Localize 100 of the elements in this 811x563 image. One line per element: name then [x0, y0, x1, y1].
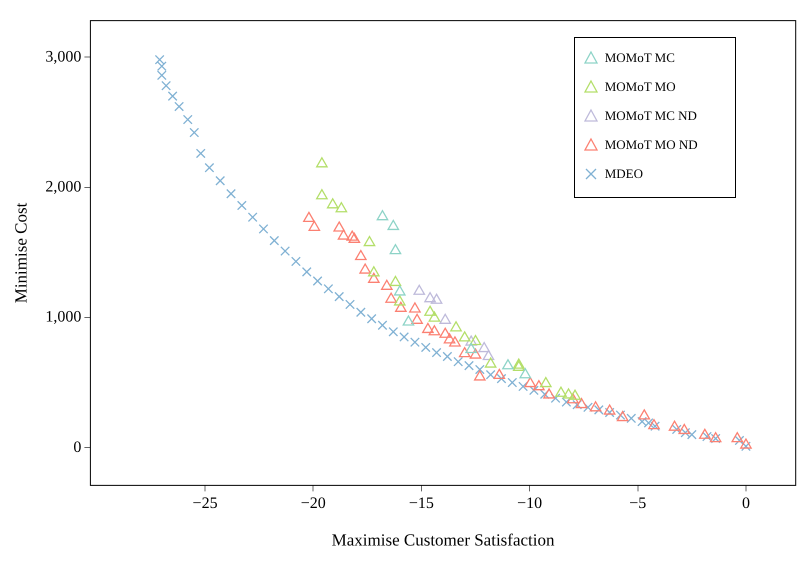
point [482, 350, 494, 360]
x-tick-label: −20 [300, 495, 326, 512]
point [236, 200, 247, 210]
point [741, 441, 751, 452]
point [550, 393, 560, 404]
point [394, 285, 406, 296]
point [543, 388, 555, 399]
point [493, 368, 506, 380]
point [368, 266, 380, 276]
point [637, 416, 647, 426]
point [569, 390, 581, 400]
point [555, 386, 567, 397]
point [334, 292, 344, 302]
point [512, 360, 525, 371]
point [430, 294, 442, 304]
point [420, 342, 431, 352]
point [312, 276, 322, 286]
x-tick-label: −25 [192, 495, 218, 512]
point [533, 380, 545, 390]
point [422, 322, 434, 334]
point [338, 229, 350, 240]
point [734, 436, 744, 446]
point [458, 331, 471, 342]
point [411, 314, 423, 324]
point [161, 80, 172, 91]
point [540, 376, 552, 388]
x-tick-label: −10 [517, 495, 542, 512]
point [368, 272, 380, 283]
point [380, 280, 393, 290]
x-axis-title: Maximise Customer Satisfaction [332, 530, 555, 550]
point [540, 389, 550, 400]
point [590, 401, 602, 412]
point [409, 302, 421, 313]
point [572, 400, 582, 410]
point [402, 315, 414, 326]
point [226, 188, 236, 199]
point [204, 162, 214, 173]
legend-label: MOMoT MC [604, 50, 676, 66]
point [698, 428, 711, 439]
point [507, 378, 518, 388]
point [444, 333, 456, 344]
point [474, 370, 486, 381]
point [470, 334, 482, 346]
point [478, 342, 490, 352]
point [189, 128, 200, 138]
point [215, 176, 226, 186]
point [449, 336, 461, 347]
point [378, 320, 388, 330]
point [387, 220, 400, 230]
point [333, 221, 346, 232]
point [518, 382, 528, 392]
point [366, 314, 377, 324]
point [316, 157, 328, 168]
point [424, 306, 436, 316]
point [376, 210, 388, 220]
point [453, 356, 464, 367]
point [248, 212, 258, 222]
point [174, 102, 184, 112]
point [567, 393, 579, 404]
point [678, 424, 690, 434]
point [424, 292, 436, 302]
point [740, 438, 752, 449]
point [474, 364, 485, 374]
point [450, 321, 462, 332]
point [428, 311, 440, 322]
y-tick-label: 3,000 [45, 48, 82, 66]
point [486, 370, 496, 380]
point [291, 256, 301, 266]
y-axis-title: Minimise Cost [12, 202, 31, 304]
point [529, 385, 539, 396]
point [394, 295, 406, 306]
point [269, 236, 280, 246]
point [512, 358, 525, 369]
point [702, 432, 712, 442]
legend-label: MOMoT MO [604, 79, 677, 96]
point [280, 246, 290, 256]
point [302, 266, 312, 277]
legend-label: MDEO [604, 166, 644, 182]
x-tick-label: 0 [742, 495, 750, 512]
point [182, 114, 193, 124]
point [638, 409, 650, 420]
y-tick-label: 2,000 [45, 178, 82, 196]
point [442, 352, 452, 362]
point [583, 402, 593, 412]
x-tick-label: −5 [629, 495, 646, 512]
point [364, 236, 376, 246]
point [680, 428, 690, 438]
point [326, 198, 339, 208]
point [650, 421, 660, 432]
point [458, 346, 471, 358]
point [439, 328, 452, 338]
legend-label: MOMoT MC ND [604, 108, 698, 124]
point [616, 410, 628, 422]
point [502, 359, 514, 370]
point [316, 189, 328, 200]
legend-label: MOMoT MO ND [604, 137, 699, 154]
point [399, 332, 409, 342]
point [484, 357, 496, 368]
point [323, 284, 334, 294]
point [470, 348, 482, 359]
